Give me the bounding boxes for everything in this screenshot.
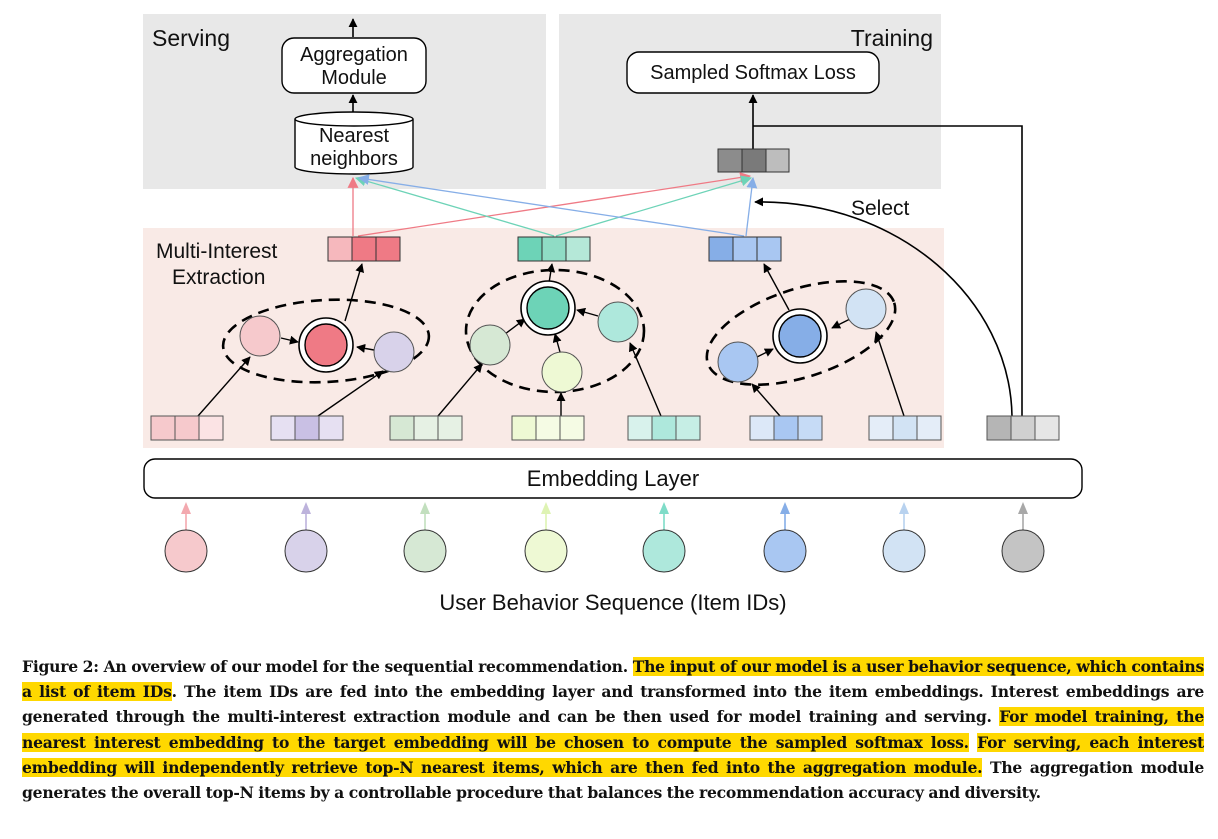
aggregation-label-line2: Module: [321, 67, 387, 89]
select-label: Select: [851, 197, 910, 220]
item-node-3: [403, 529, 447, 573]
item-embedding-5: [627, 415, 701, 441]
blue-to-serving-arrow: [357, 174, 745, 237]
item-node-2: [284, 529, 328, 573]
figure-caption: Figure 2: An overview of our model for t…: [22, 654, 1204, 805]
green-to-training-arrow: [555, 175, 753, 237]
item-node-7: [882, 529, 926, 573]
item-embedding-3: [389, 415, 463, 441]
item-node-8: [1001, 529, 1045, 573]
red-to-training-arrow: [357, 172, 752, 237]
serving-label: Serving: [152, 25, 230, 51]
item-embedding-6: [749, 415, 823, 441]
model-overview-diagram: Serving Training Aggregation Module Near…: [143, 14, 1083, 615]
multi-interest-label-line2: Extraction: [172, 266, 265, 289]
interest-embedding-green: [517, 236, 591, 262]
item-id-nodes: [164, 529, 1045, 573]
selected-embedding: [717, 148, 790, 173]
aggregation-module-box: [281, 37, 427, 94]
item-node-1: [164, 529, 208, 573]
blue-to-training-arrow: [745, 176, 758, 237]
green-to-serving-arrow: [354, 175, 555, 237]
item-node-5: [642, 529, 686, 573]
interest-cluster-red: [197, 263, 431, 417]
select-curve-arrow: [754, 197, 1013, 417]
item-embedding-4: [511, 415, 585, 441]
caption-sentence-1: An overview of our model for the sequent…: [103, 657, 629, 676]
caption-sentence-3: The aggregation module generates the ove…: [22, 757, 1204, 803]
softmax-loss-label: Sampled Softmax Loss: [650, 62, 856, 84]
item-node-6: [763, 529, 807, 573]
softmax-loss-box: [626, 51, 880, 94]
item-embedding-7: [868, 415, 942, 441]
nearest-label-line2: neighbors: [310, 148, 398, 170]
figure-label: Figure 2:: [22, 657, 99, 676]
interest-cluster-green: [437, 263, 662, 417]
item-input-arrows: [181, 502, 1028, 530]
nearest-neighbors-cylinder: [294, 111, 414, 175]
interest-embedding-blue: [708, 236, 782, 262]
multi-interest-label-line1: Multi-Interest: [156, 240, 278, 263]
target-to-loss-line: [753, 125, 1023, 416]
aggregation-label-line1: Aggregation: [300, 44, 408, 66]
training-label: Training: [851, 25, 933, 51]
target-item-embedding: [986, 415, 1060, 441]
interest-cluster-blue: [705, 263, 905, 417]
item-embedding-1: [150, 415, 224, 441]
item-embedding-2: [270, 415, 344, 441]
item-node-4: [524, 529, 568, 573]
caption-sentence-2: . The item IDs are fed into the embeddin…: [22, 682, 1204, 727]
embedding-layer-label: Embedding Layer: [527, 466, 699, 491]
nearest-label-line1: Nearest: [319, 125, 389, 147]
interest-embedding-red: [327, 236, 401, 262]
embedding-layer-box: [143, 458, 1083, 499]
sequence-label: User Behavior Sequence (Item IDs): [439, 590, 786, 615]
